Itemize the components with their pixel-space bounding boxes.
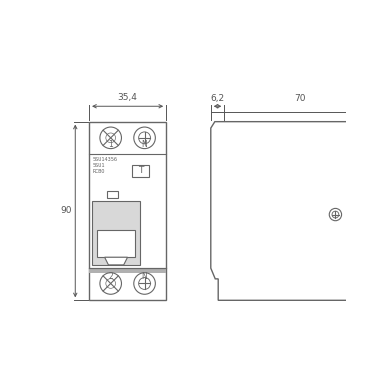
Polygon shape <box>105 257 127 265</box>
Text: RCBO: RCBO <box>92 169 105 174</box>
Bar <box>372 210 377 219</box>
Bar <box>89 268 166 273</box>
Circle shape <box>106 133 116 143</box>
Text: 1: 1 <box>108 140 113 149</box>
Bar <box>132 165 149 177</box>
Polygon shape <box>211 122 378 300</box>
Circle shape <box>100 127 122 149</box>
Circle shape <box>134 127 155 149</box>
Text: N: N <box>142 140 147 149</box>
Text: 70: 70 <box>295 94 306 103</box>
Text: N: N <box>142 272 147 281</box>
Bar <box>107 191 118 198</box>
Text: 90: 90 <box>60 206 72 216</box>
Text: 35,4: 35,4 <box>118 94 137 102</box>
Text: 2: 2 <box>108 272 113 281</box>
Circle shape <box>332 211 339 218</box>
Bar <box>89 122 166 154</box>
Bar <box>97 230 135 257</box>
Circle shape <box>139 278 151 290</box>
Text: T: T <box>138 166 143 176</box>
Circle shape <box>106 279 116 288</box>
Circle shape <box>329 208 341 221</box>
Circle shape <box>100 273 122 294</box>
Circle shape <box>139 132 151 144</box>
Text: 6,2: 6,2 <box>211 94 224 103</box>
Bar <box>89 122 166 300</box>
Text: 5SU1: 5SU1 <box>92 163 105 168</box>
Circle shape <box>134 273 155 294</box>
Bar <box>89 268 166 300</box>
Text: 5SU14356: 5SU14356 <box>92 157 117 162</box>
Bar <box>92 201 140 265</box>
